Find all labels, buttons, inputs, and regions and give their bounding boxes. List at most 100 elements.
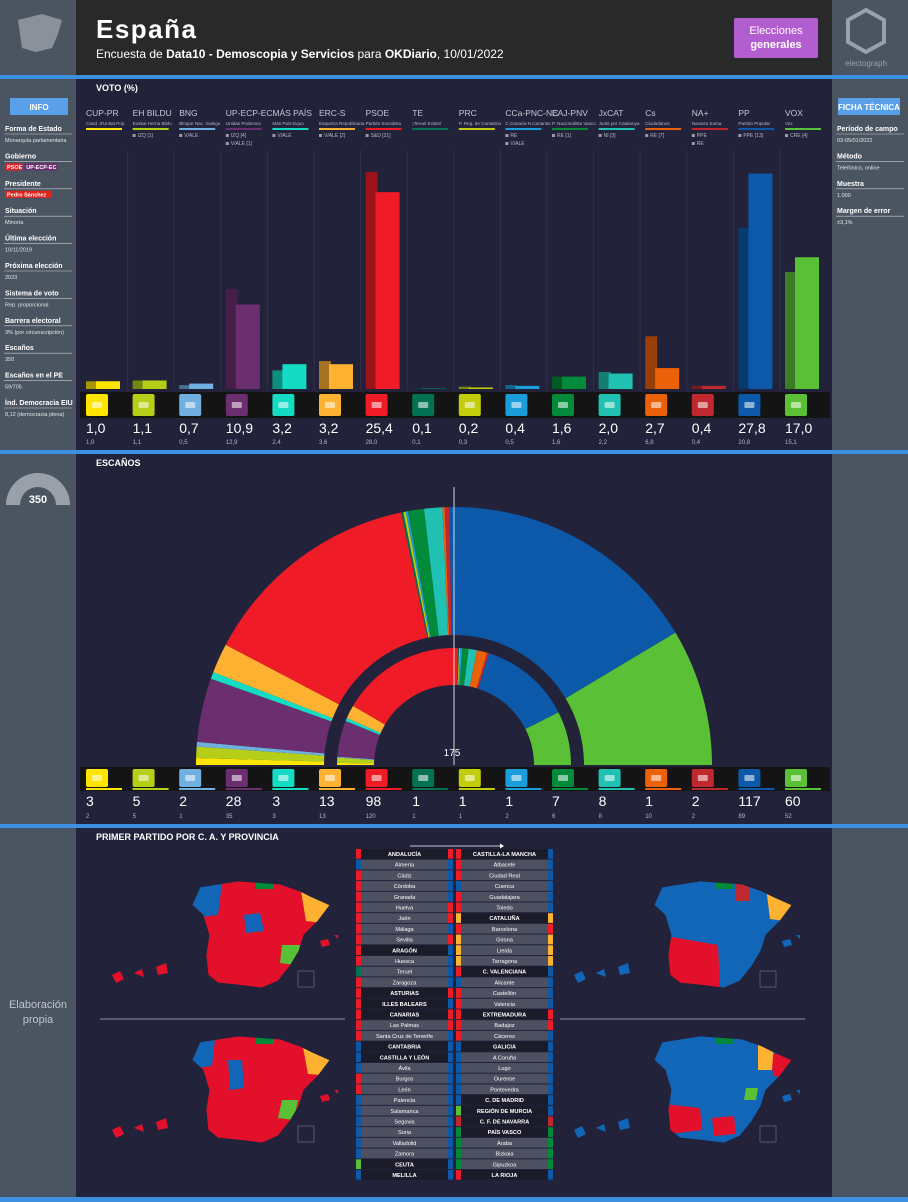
seat-label: 5 (133, 793, 141, 809)
vote-previous-label: 12,9 (226, 440, 238, 446)
first-party-previous (356, 1116, 361, 1127)
region-row (356, 1052, 453, 1062)
first-party-now (448, 902, 453, 913)
province-name: Granada (394, 895, 417, 901)
region-row (456, 1041, 553, 1052)
first-party-now (448, 1030, 453, 1041)
group-tag: RE (510, 133, 518, 139)
info-value: Monarquía parlamentaria (5, 138, 67, 144)
vote-label: 2,7 (645, 420, 665, 436)
province-row (456, 891, 553, 902)
party-name: PSOE (366, 108, 390, 118)
map-region (712, 1116, 736, 1136)
first-party-previous (456, 1063, 461, 1073)
seat-arc-previous (337, 757, 375, 764)
first-party-now (548, 1073, 553, 1084)
bar-previous (365, 172, 378, 389)
party-subtitle: C.Canaria-N.Canarias (505, 121, 551, 126)
info-title: INFO (29, 103, 48, 112)
subtitle-part: , 10/01/2022 (437, 47, 504, 61)
seat-previous-label: 89 (738, 814, 745, 820)
info-value: 350 (5, 357, 14, 363)
seat-arc (225, 512, 428, 705)
first-party-now (448, 1009, 453, 1020)
party-logo-detail (558, 775, 568, 781)
bar (748, 173, 773, 389)
province-name: Ciudad Real (489, 873, 520, 879)
map-region (736, 883, 750, 901)
province-name: Lleida (497, 948, 513, 954)
province-row (356, 1148, 453, 1159)
seat-total: 350 (29, 494, 47, 506)
group-marker (132, 134, 136, 137)
ficha-value: ±3,1% (837, 220, 853, 226)
brand-name: electograph (845, 59, 887, 68)
ficha-button (838, 98, 900, 115)
province-row (356, 956, 453, 966)
seat-gauge (6, 473, 70, 505)
party-underline (365, 788, 402, 790)
party-name: MÁS PAÍS (272, 108, 312, 118)
first-party-previous (456, 1095, 461, 1105)
party-underline (225, 128, 262, 130)
first-party-now (548, 859, 553, 870)
party-name: EAJ-PNV (552, 108, 588, 118)
group-tag: PPE [13] (743, 133, 763, 139)
first-party-previous (456, 966, 461, 977)
seat-label: 7 (552, 793, 560, 809)
province-name: Teruel (397, 970, 412, 976)
party-name: PP (738, 108, 750, 118)
first-party-now (548, 913, 553, 923)
subtitle: Encuesta de Data10 - Demoscopia y Servic… (96, 47, 504, 61)
province-name: Pontevedra (490, 1087, 519, 1093)
group-tag: V/ALE [1] (231, 141, 253, 147)
vote-previous-label: 3,6 (319, 440, 328, 446)
party-underline (412, 128, 449, 130)
seat-arc-previous (456, 648, 460, 686)
party-underline (738, 788, 775, 790)
first-party-previous (356, 859, 361, 870)
first-party-previous (456, 956, 461, 966)
first-party-now (448, 913, 453, 923)
province-row (456, 1030, 553, 1041)
province-name: Albacete (494, 863, 516, 869)
map-canaries (112, 963, 168, 983)
vote-label: 1,0 (86, 420, 106, 436)
seat-previous-label: 2 (86, 814, 90, 820)
party-name: UP-ECP-EC (226, 108, 273, 118)
section-title: PRIMER PARTIDO POR C. A. Y PROVINCIA (96, 832, 279, 842)
party-logo-detail (651, 775, 662, 781)
first-party-now (548, 923, 553, 934)
first-party-previous (356, 966, 361, 977)
province-name: Zamora (395, 1152, 415, 1158)
bar (608, 373, 633, 389)
first-party-previous (356, 1127, 361, 1137)
bar (468, 387, 493, 389)
province-row (356, 1137, 453, 1148)
seat-arc (197, 678, 332, 754)
province-name: Girona (496, 938, 514, 944)
region-row (456, 1009, 553, 1020)
seat-label: 3 (272, 793, 280, 809)
first-party-previous (456, 881, 461, 891)
province-row (456, 956, 553, 966)
province-row (456, 923, 553, 934)
party-logo-detail (278, 402, 289, 408)
party-subtitle: ¡Teruel Existe! (412, 121, 441, 126)
seat-arc-previous (353, 648, 459, 725)
seat-arc-previous (337, 762, 375, 765)
region-row (356, 998, 453, 1009)
map-canaries (574, 1118, 630, 1138)
first-party-now (548, 1084, 553, 1095)
region-row (456, 913, 553, 923)
party-logo-detail (92, 402, 102, 408)
region-row (356, 988, 453, 998)
info-value: 10/11/2019 (5, 248, 32, 254)
province-row (456, 998, 553, 1009)
region-name: C. DE MADRID (485, 1098, 524, 1104)
first-party-previous (356, 913, 361, 923)
province-name: A Coruña (493, 1055, 517, 1061)
first-party-now (548, 1105, 553, 1116)
first-party-previous (456, 1148, 461, 1159)
seat-arc (213, 644, 339, 719)
